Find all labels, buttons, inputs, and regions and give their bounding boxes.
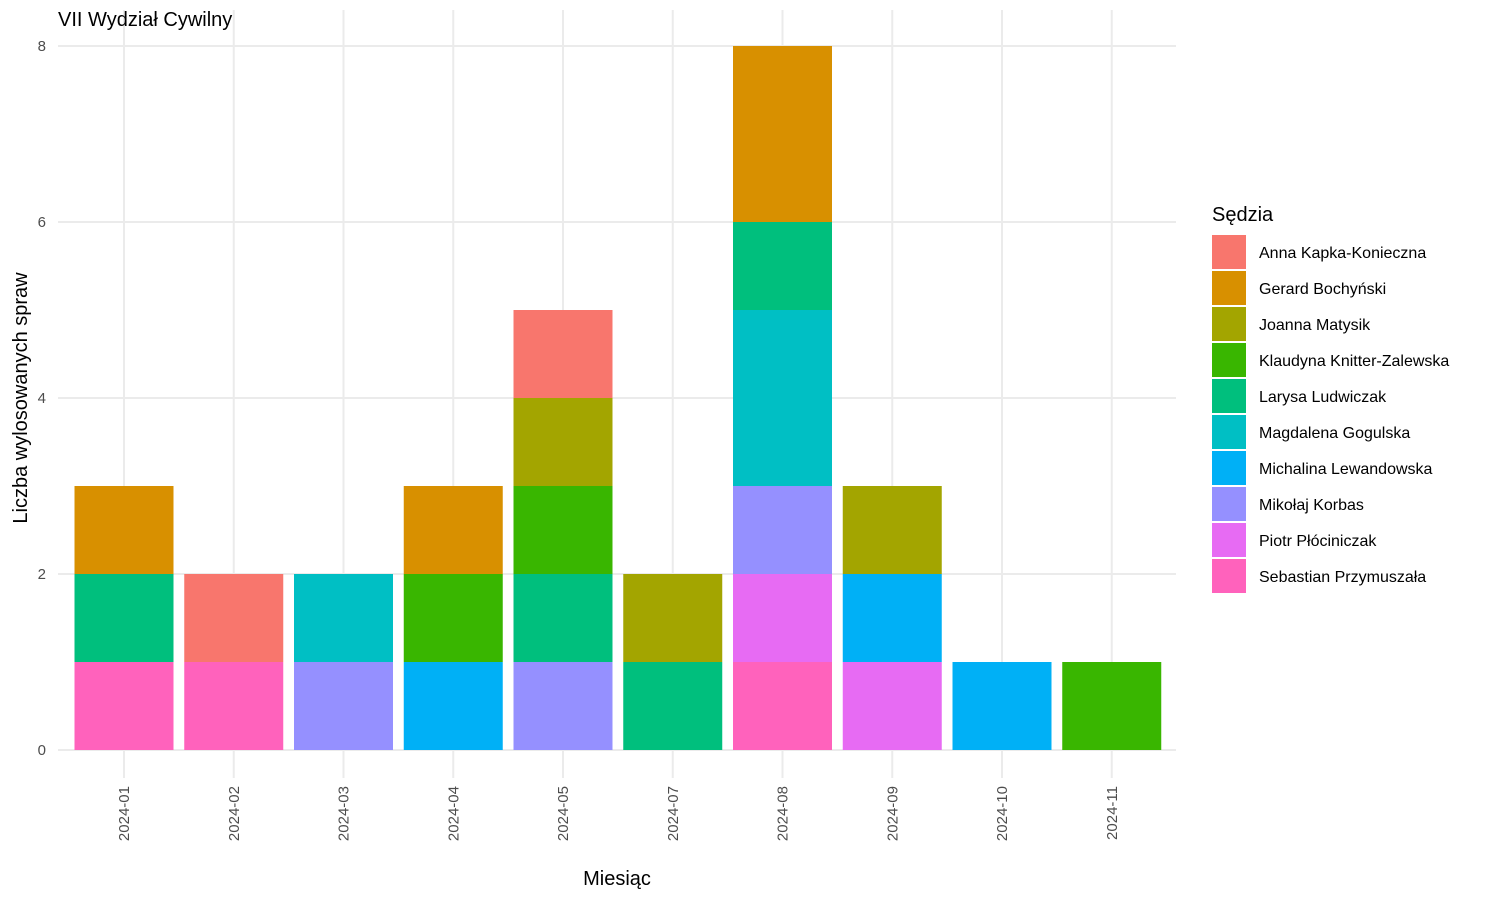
- bar-segment: [733, 222, 832, 310]
- bar-segment: [294, 574, 393, 662]
- x-tick-label: 2024-11: [1104, 786, 1121, 840]
- x-tick-label: 2024-07: [665, 786, 682, 841]
- x-tick-label: 2024-03: [336, 786, 353, 841]
- bar-segment: [74, 662, 174, 750]
- x-tick-label: 2024-04: [445, 786, 462, 841]
- x-tick-label: 2024-01: [116, 786, 133, 841]
- bar-segment: [1062, 662, 1162, 750]
- x-axis-title: Miesiąc: [583, 868, 651, 890]
- legend-key: [1212, 235, 1246, 269]
- bar-segment: [403, 486, 503, 574]
- bar-segment: [403, 662, 503, 750]
- legend-label: Larysa Ludwiczak: [1259, 389, 1387, 406]
- legend: Sędzia Anna Kapka-Konieczna Gerard Bochyńs…: [1212, 204, 1449, 593]
- bar-segment: [184, 662, 284, 750]
- bar-segment: [733, 46, 832, 222]
- bar-segment: [842, 662, 942, 750]
- bar-segment: [733, 486, 832, 574]
- legend-label: Sebastian Przymuszała: [1259, 569, 1426, 586]
- bar-segment: [513, 486, 613, 574]
- bar-segment: [513, 398, 613, 486]
- x-tick-label: 2024-05: [555, 786, 572, 841]
- legend-key: [1212, 379, 1246, 413]
- legend-label: Gerard Bochyński: [1259, 281, 1386, 298]
- bar-segment: [513, 310, 613, 398]
- y-tick-label: 0: [38, 742, 46, 759]
- bar-segment: [403, 574, 503, 662]
- bar-segment: [74, 574, 174, 662]
- legend-key: [1212, 307, 1246, 341]
- bar-segment: [184, 574, 284, 662]
- legend-key: [1212, 343, 1246, 377]
- y-tick-label: 4: [38, 390, 46, 407]
- axes: 0 2 4 6 8 2024-01 2024-02 2024-03 2024-04 2024-05…: [38, 38, 1121, 841]
- bar-segment: [842, 574, 942, 662]
- bar-segment: [952, 662, 1052, 750]
- bar-segment: [733, 310, 832, 486]
- y-tick-label: 8: [38, 38, 46, 55]
- legend-label: Anna Kapka-Konieczna: [1259, 245, 1426, 262]
- legend-key: [1212, 523, 1246, 557]
- x-tick-label: 2024-10: [994, 786, 1011, 841]
- bar-segment: [623, 662, 723, 750]
- bar-segment: [513, 574, 613, 662]
- y-axis-title: Liczba wylosowanych spraw: [10, 272, 32, 524]
- legend-label: Joanna Matysik: [1259, 317, 1371, 334]
- bar-segment: [733, 662, 832, 750]
- legend-key: [1212, 415, 1246, 449]
- bar-segment: [733, 574, 832, 662]
- legend-key: [1212, 487, 1246, 521]
- legend-title: Sędzia: [1212, 204, 1274, 226]
- bars: [74, 46, 1162, 750]
- x-tick-label: 2024-08: [775, 786, 792, 841]
- legend-label: Piotr Płóciniczak: [1259, 533, 1377, 550]
- legend-label: Magdalena Gogulska: [1259, 425, 1410, 442]
- legend-label: Klaudyna Knitter-Zalewska: [1259, 353, 1449, 370]
- bar-segment: [842, 486, 942, 574]
- x-tick-label: 2024-09: [884, 786, 901, 841]
- legend-key: [1212, 451, 1246, 485]
- x-tick-label: 2024-02: [226, 786, 243, 841]
- bar-segment: [513, 662, 613, 750]
- legend-key: [1212, 559, 1246, 593]
- bar-segment: [294, 662, 393, 750]
- bar-segment: [74, 486, 174, 574]
- legend-label: Michalina Lewandowska: [1259, 461, 1433, 478]
- chart-title: VII Wydział Cywilny: [58, 9, 232, 31]
- y-tick-label: 6: [38, 214, 46, 231]
- bar-segment: [623, 574, 723, 662]
- y-tick-label: 2: [38, 566, 46, 583]
- legend-label: Mikołaj Korbas: [1259, 497, 1364, 514]
- legend-key: [1212, 271, 1246, 305]
